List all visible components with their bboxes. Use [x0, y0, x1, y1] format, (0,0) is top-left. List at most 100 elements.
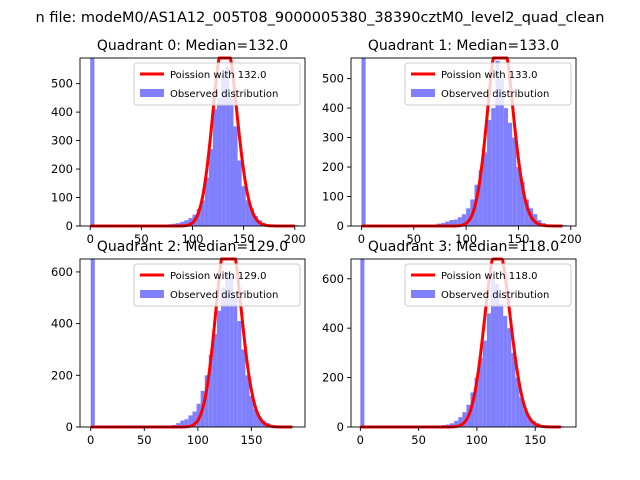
- y-tick-label: 200: [51, 162, 73, 176]
- histogram-bar: [233, 126, 238, 226]
- histogram-bar: [180, 221, 185, 226]
- histogram-bar: [511, 352, 516, 427]
- histogram-bar: [221, 75, 226, 226]
- histogram-bar: [90, 58, 95, 226]
- legend: Poission with 129.0 Observed distribution: [133, 263, 301, 307]
- histogram-bar: [470, 392, 475, 427]
- histogram-bar: [461, 214, 467, 226]
- histogram-bar: [478, 170, 483, 226]
- histogram-bar: [249, 395, 254, 427]
- histogram-bar: [491, 108, 496, 226]
- x-tick-label: 200: [284, 232, 306, 246]
- histogram-bar: [462, 412, 467, 427]
- histogram-bar: [516, 167, 521, 226]
- histogram-bar: [208, 354, 213, 427]
- histogram-bar: [245, 375, 250, 427]
- histogram-bar: [499, 78, 504, 226]
- histogram-bar: [503, 108, 508, 226]
- histogram-bar: [253, 408, 258, 427]
- subplot-quadrant-0: 0 50 100 150 200 0 100 200 300 400 500 Quadrant 0: …: [51, 38, 306, 246]
- histogram-bar: [466, 208, 471, 226]
- histogram-bar: [478, 357, 483, 427]
- histogram-bar: [212, 109, 218, 226]
- histogram-bar: [454, 420, 459, 427]
- histogram-bar: [482, 340, 487, 427]
- histogram-bar: [524, 199, 529, 226]
- histogram-bar: [188, 218, 193, 226]
- legend: Poission with 133.0 Observed distribution: [404, 62, 572, 106]
- y-tick-label: 100: [322, 190, 344, 204]
- histogram-bar: [90, 259, 95, 427]
- y-tick-label: 200: [322, 371, 344, 385]
- x-tick-label: 100: [466, 433, 488, 447]
- y-tick-label: 500: [322, 72, 344, 86]
- histogram-bar: [519, 397, 524, 427]
- legend-box: [133, 263, 301, 307]
- x-tick-label: 150: [507, 232, 529, 246]
- histogram-bar: [221, 287, 226, 427]
- histogram-bar: [507, 328, 512, 427]
- subplot-title: Quadrant 2: Median=129.0: [97, 239, 288, 255]
- histogram-bar: [196, 208, 201, 226]
- figure-suptitle: n file: modeM0/AS1A12_005T08_9000005380_…: [36, 10, 605, 26]
- legend-swatch-observed: [140, 290, 164, 298]
- histogram-bar: [257, 416, 262, 427]
- x-tick-label: 150: [240, 433, 262, 447]
- histogram-bar: [249, 208, 254, 226]
- histogram-bar: [445, 221, 450, 226]
- axes-frame: [350, 57, 577, 227]
- y-tick-label: 400: [51, 105, 73, 119]
- x-tick-label: 0: [358, 232, 365, 246]
- histogram-bar: [204, 177, 209, 226]
- histogram-bar: [486, 313, 491, 427]
- histogram-bar: [450, 423, 455, 427]
- axes-frame: [350, 258, 577, 428]
- subplot-quadrant-2: 0 50 100 150 0 200 400 600 Quadrant 2: Median=12…: [51, 239, 306, 447]
- x-tick-label: 200: [560, 232, 582, 246]
- y-tick-label: 200: [51, 368, 73, 382]
- histogram-bar: [184, 419, 189, 427]
- y-tick-label: 100: [51, 191, 73, 205]
- x-tick-label: 50: [137, 433, 152, 447]
- histogram-bar: [208, 149, 214, 226]
- y-tick-label: 0: [66, 420, 73, 434]
- y-tick-label: 600: [51, 265, 73, 279]
- legend-box: [404, 62, 572, 106]
- x-tick-label: 50: [406, 232, 421, 246]
- x-tick-label: 0: [87, 232, 94, 246]
- histogram-bar: [490, 278, 495, 427]
- histogram-bar: [237, 321, 242, 427]
- histogram-bar: [458, 417, 463, 427]
- axes-frame: [79, 258, 306, 428]
- y-tick-label: 200: [322, 160, 344, 174]
- subplot-quadrant-3: 0 50 100 150 0 200 400 600 Quadrant 3: Median=11…: [322, 239, 577, 447]
- histogram-bar: [453, 219, 458, 226]
- y-tick-label: 400: [322, 101, 344, 115]
- histogram-bar: [192, 411, 197, 427]
- histogram-bar: [241, 349, 246, 427]
- histogram-bar: [495, 60, 500, 227]
- legend-label-observed: Observed distribution: [170, 290, 278, 301]
- legend-box: [133, 62, 301, 106]
- histogram-bar: [499, 303, 504, 427]
- histogram-bar: [200, 200, 205, 226]
- histogram-bar: [515, 377, 520, 427]
- y-tick-label: 0: [337, 219, 344, 233]
- histogram-bar: [188, 415, 193, 427]
- histogram-bar: [241, 186, 246, 226]
- histogram-bar: [233, 297, 238, 427]
- histogram-bar: [237, 160, 242, 226]
- legend-box: [404, 263, 572, 307]
- legend-label-poisson: Poission with 118.0: [441, 271, 537, 282]
- legend-swatch-observed: [411, 290, 435, 298]
- y-tick-label: 300: [322, 131, 344, 145]
- subplot-title: Quadrant 0: Median=132.0: [97, 38, 288, 54]
- histogram-bar: [216, 310, 221, 427]
- histogram-bar: [474, 377, 479, 427]
- histogram-bar: [507, 122, 513, 226]
- histogram-bar: [360, 259, 365, 427]
- legend-label-observed: Observed distribution: [441, 290, 549, 301]
- y-tick-label: 600: [322, 272, 344, 286]
- legend-label-poisson: Poission with 129.0: [170, 271, 266, 282]
